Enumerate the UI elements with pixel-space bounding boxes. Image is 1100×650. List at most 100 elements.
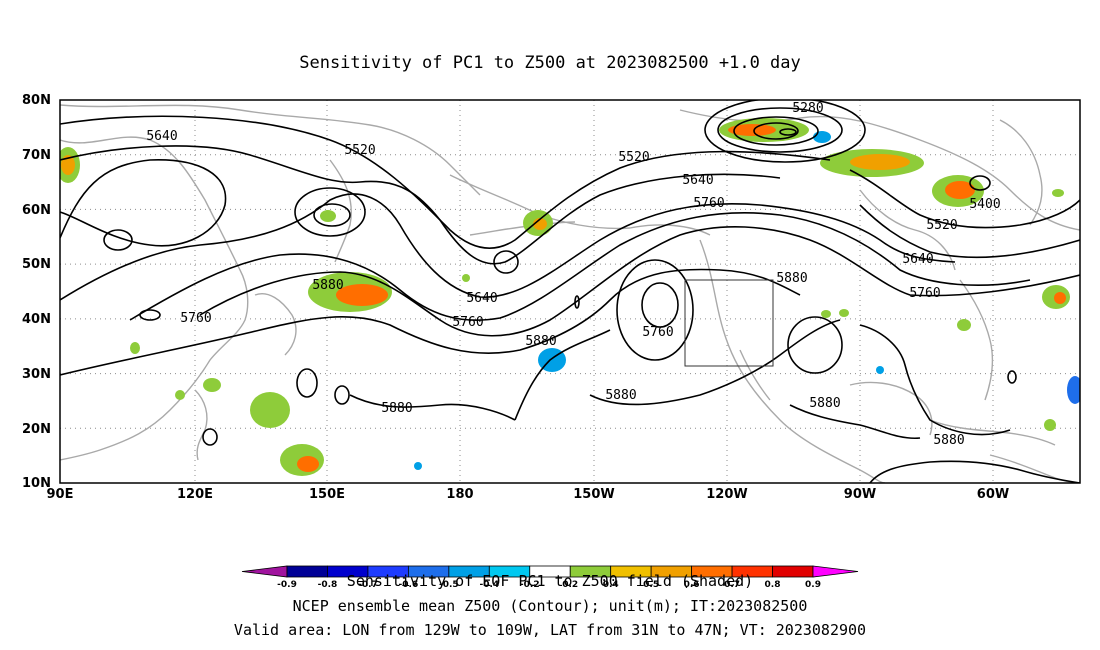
contour-line (789, 404, 921, 440)
colorbar-label: 0.9 (805, 580, 821, 590)
shade-positive (957, 319, 971, 331)
contour-line (869, 460, 1080, 483)
contour-line (60, 115, 831, 249)
shade-positive (61, 155, 75, 175)
map-body: 5280 5400 5520 5520 5520 5640 5640 5640 … (60, 100, 1080, 483)
shade-positive (728, 124, 776, 136)
contour-label: 5880 (605, 388, 636, 403)
coastline-philippines (194, 389, 208, 461)
shade-positive (850, 154, 910, 170)
contour-label: 5760 (909, 286, 940, 301)
colorbar-label: -0.5 (439, 580, 459, 590)
contour-closed (1007, 370, 1017, 384)
colorbar-segment (772, 565, 814, 578)
shade-positive (945, 181, 975, 199)
contour-label: 5760 (180, 311, 211, 326)
contour-line (60, 193, 956, 301)
colorbar-label: -0.8 (318, 580, 338, 590)
contour-label: 5520 (618, 150, 649, 165)
lon-label: 90W (844, 487, 876, 502)
contour-label: 5760 (693, 196, 724, 211)
coastline-north-america-west (699, 239, 886, 483)
colorbar-left-triangle (241, 565, 288, 578)
contour-closed (641, 282, 679, 328)
shade-positive (203, 378, 221, 392)
contour-closed (787, 316, 843, 374)
contour-label: 5880 (809, 396, 840, 411)
lat-label: 50N (22, 257, 51, 272)
coastline-alaska (449, 174, 711, 236)
coastline-greenland (999, 119, 1043, 226)
shade-positive (821, 310, 831, 318)
colorbar-label: -0.6 (399, 580, 419, 590)
colorbar-label: 0.4 (603, 580, 619, 590)
shade-positive (1054, 292, 1066, 304)
contour-line (129, 212, 1031, 321)
colorbar-label: -0.2 (520, 580, 540, 590)
colorbar-label: -0.4 (479, 580, 499, 590)
contour-closed (733, 116, 819, 146)
coastline-kamchatka (329, 159, 352, 263)
shade-positive (297, 456, 319, 472)
colorbar-right-triangle (812, 565, 859, 578)
colorbar-label: 0.8 (765, 580, 781, 590)
footer-line-2: NCEP ensemble mean Z500 (Contour); unit(… (293, 597, 808, 615)
lon-label: 120W (706, 487, 747, 502)
shade-positive (175, 390, 185, 400)
coastline-hudson (859, 189, 956, 271)
shade-positive (130, 342, 140, 354)
latitude-labels: 80N 70N 60N 50N 40N 30N 20N 10N (22, 93, 51, 491)
lat-label: 60N (22, 203, 51, 218)
contour-closed (616, 259, 694, 361)
shade-negative (1067, 376, 1080, 404)
valid-area-box (684, 279, 774, 367)
contour-line (60, 145, 781, 265)
contour-line (849, 169, 1080, 229)
lon-label: 150E (309, 487, 345, 502)
coastline-baja (739, 349, 771, 401)
contour-closed (103, 229, 133, 251)
footer-line-3: Valid area: LON from 129W to 109W, LAT f… (234, 621, 866, 639)
contour-line (514, 329, 611, 421)
contour-line (349, 394, 516, 421)
contour-label: 5280 (792, 101, 823, 116)
colorbar-label: 0.2 (562, 580, 578, 590)
shade-positive (839, 309, 849, 317)
contour-line (859, 324, 1011, 436)
contour-closed (334, 385, 350, 405)
colorbar-label: -0.7 (358, 580, 378, 590)
contour-label: 5520 (926, 218, 957, 233)
contour-closed (779, 128, 797, 136)
longitude-labels: 90E 120E 150E 180 150W 120W 90W 60W (47, 487, 1010, 502)
shade-negative (813, 131, 831, 143)
colorbar-label: 0.7 (724, 580, 740, 590)
lat-label: 70N (22, 148, 51, 163)
contour-line (589, 319, 841, 406)
contour-label: 5640 (466, 291, 497, 306)
map-title: Sensitivity of PC1 to Z500 at 2023082500… (299, 53, 801, 73)
shade-positive (250, 392, 290, 428)
contour-closed (969, 175, 991, 191)
contour-closed (753, 122, 799, 140)
lon-label: 60W (977, 487, 1009, 502)
contour-label: 5880 (312, 278, 343, 293)
shade-positive (533, 218, 547, 230)
colorbar-segment (286, 565, 328, 578)
contour-label: 5520 (344, 143, 375, 158)
colorbar-label: 0.5 (643, 580, 659, 590)
lat-label: 30N (22, 367, 51, 382)
lat-label: 20N (22, 422, 51, 437)
lat-label: 40N (22, 312, 51, 327)
contour-closed (202, 428, 218, 446)
contour-line (199, 225, 1080, 337)
coastline-japan (254, 293, 297, 356)
sensitivity-shading (60, 118, 1080, 476)
footer-line-1: Sensitivity of EOF PC1 to Z500 field (Sh… (347, 572, 753, 590)
contour-label: 5760 (642, 325, 673, 340)
contour-label: 5640 (682, 173, 713, 188)
contour-closed (704, 100, 866, 163)
contour-label: 5880 (776, 271, 807, 286)
colorbar-label: -0.9 (277, 580, 297, 590)
graticule (60, 100, 1080, 483)
